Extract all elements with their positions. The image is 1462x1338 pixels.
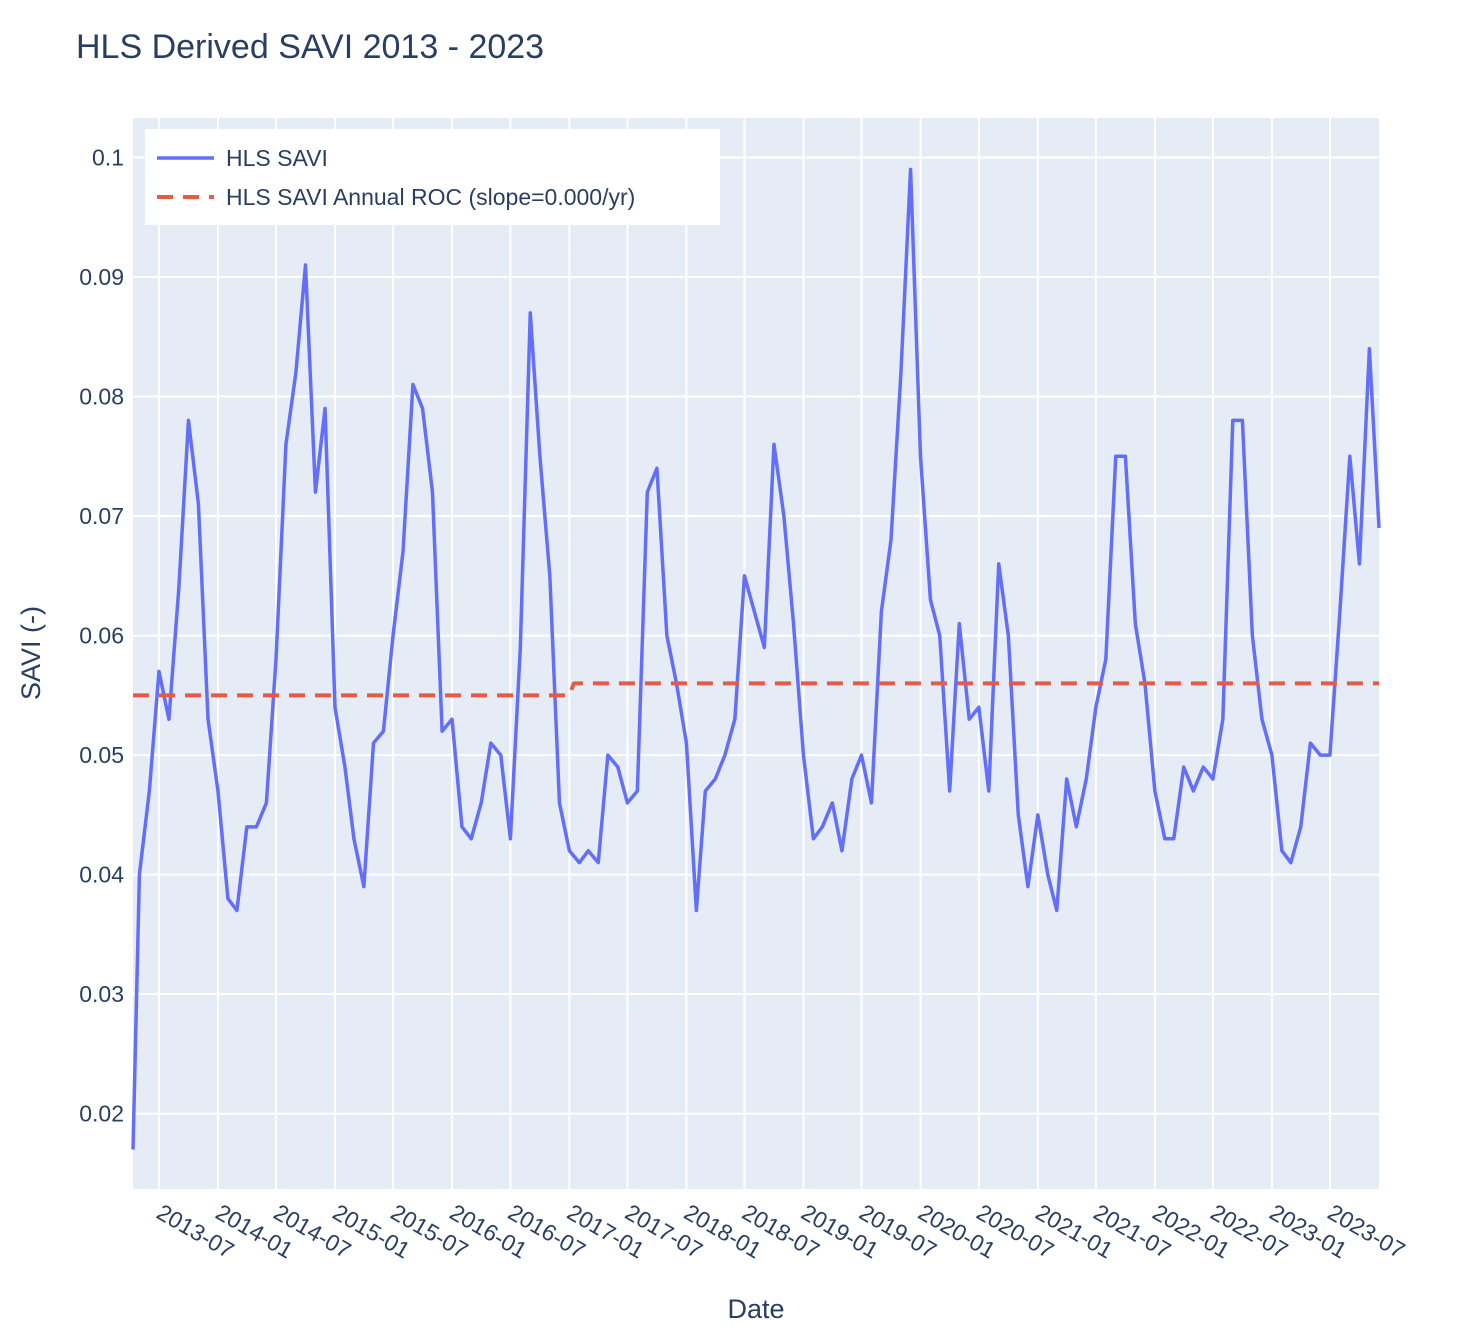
plot-area [133, 118, 1379, 1189]
y-axis-ticks: 0.02 0.03 0.04 0.05 0.06 0.07 0.08 0.09 0.1 [79, 144, 124, 1126]
legend-box [145, 129, 720, 225]
y-tick-label: 0.09 [79, 264, 124, 290]
x-axis-title: Date [727, 1294, 784, 1324]
y-tick-label: 0.05 [79, 742, 124, 768]
y-tick-label: 0.02 [79, 1101, 124, 1127]
series-line-annual-roc [133, 681, 1379, 698]
y-tick-label: 0.1 [92, 144, 124, 170]
y-tick-label: 0.03 [79, 981, 124, 1007]
y-axis-title: SAVI (-) [16, 606, 46, 700]
y-tick-label: 0.08 [79, 384, 124, 410]
legend[interactable]: HLS SAVI HLS SAVI Annual ROC (slope=0.00… [145, 129, 720, 225]
y-tick-label: 0.04 [79, 862, 124, 888]
series-lines [131, 167, 1381, 1150]
y-tick-label: 0.07 [79, 503, 124, 529]
legend-label-annual-roc[interactable]: HLS SAVI Annual ROC (slope=0.000/yr) [226, 184, 635, 210]
legend-label-hls-savi[interactable]: HLS SAVI [226, 145, 328, 171]
chart-title: HLS Derived SAVI 2013 - 2023 [76, 28, 544, 66]
series-line-hls-savi [131, 167, 1381, 1150]
y-tick-label: 0.06 [79, 623, 124, 649]
